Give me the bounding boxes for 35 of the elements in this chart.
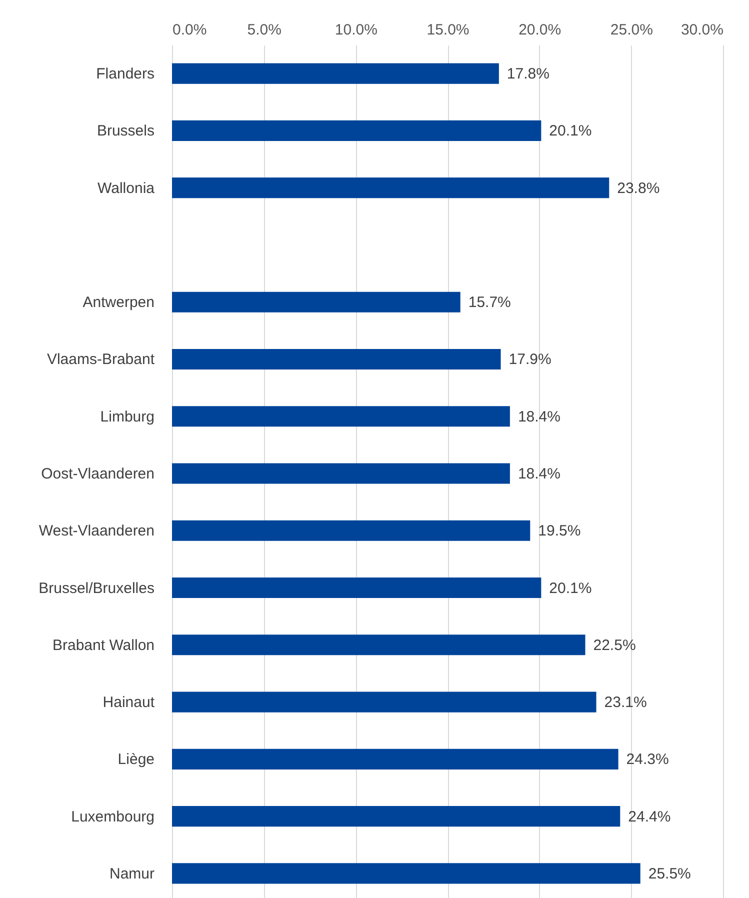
y-tick-label: Flanders — [96, 66, 154, 83]
y-tick-label: Brussels — [96, 122, 154, 140]
x-tick-label: 30.0% — [680, 22, 724, 38]
x-tick-label: 25.0% — [610, 22, 653, 38]
y-tick-label: Namur — [109, 865, 154, 882]
x-tick-label: 0.0% — [172, 22, 207, 38]
data-label: 17.9% — [508, 351, 552, 368]
data-label: 15.7% — [468, 294, 511, 312]
data-label: 24.4% — [628, 808, 671, 826]
data-label: 22.5% — [593, 636, 636, 654]
x-tick-label: 15.0% — [426, 22, 470, 38]
y-tick-label: Wallonia — [98, 180, 156, 197]
x-tick-label: 20.0% — [518, 22, 562, 38]
data-label: 23.1% — [604, 694, 647, 712]
y-tick-label: West-Vlaanderen — [38, 522, 154, 540]
data-label: 20.1% — [549, 122, 592, 140]
y-tick-label: Vlaams-Brabant — [46, 351, 156, 368]
data-label: 18.4% — [518, 408, 560, 426]
data-label: 20.1% — [549, 580, 592, 597]
data-label: 25.5% — [648, 865, 691, 882]
y-tick-label: Brabant Wallon — [52, 636, 154, 654]
x-tick-label: 5.0% — [247, 22, 282, 38]
data-label: 23.8% — [617, 180, 660, 197]
y-tick-label: Liège — [118, 751, 154, 768]
y-tick-label: Hainaut — [102, 694, 156, 712]
data-label: 17.8% — [506, 66, 550, 83]
y-tick-label: Brussel/Bruxelles — [38, 580, 154, 597]
y-tick-label: Luxembourg — [71, 808, 154, 826]
y-tick-label: Limburg — [100, 408, 154, 426]
x-tick-label: 10.0% — [334, 22, 378, 38]
y-tick-label: Oost-Vlaanderen — [41, 466, 154, 482]
data-label: 19.5% — [538, 522, 581, 540]
y-tick-label: Antwerpen — [82, 294, 154, 312]
data-label: 24.3% — [626, 751, 669, 768]
data-label: 18.4% — [518, 466, 560, 482]
